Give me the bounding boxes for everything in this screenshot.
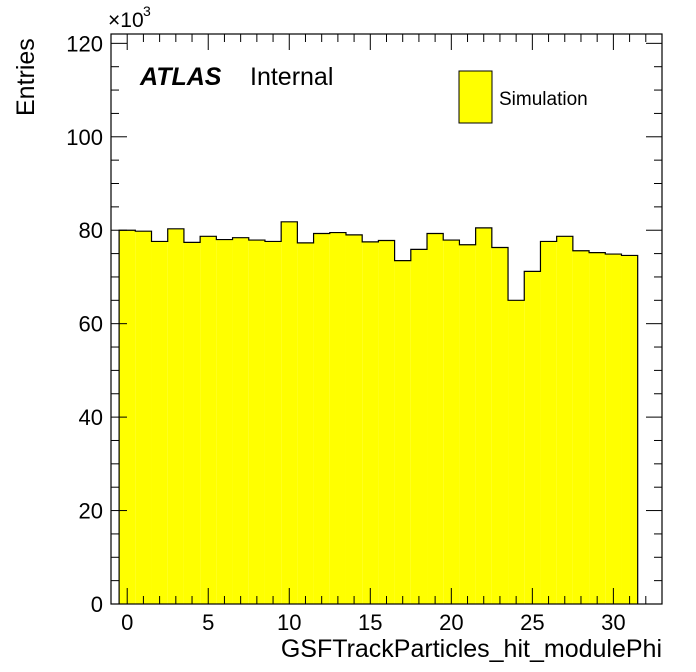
histogram-bar [200, 236, 217, 604]
internal-text: Internal [250, 63, 333, 91]
histogram-bar [248, 240, 265, 604]
histogram-outline [118, 221, 639, 604]
y-tick-label: 40 [79, 405, 103, 430]
histogram-bar [394, 260, 411, 604]
histogram-bar [475, 227, 492, 605]
histogram-bar [378, 240, 395, 605]
histogram-bar [362, 241, 379, 604]
legend: Simulation [458, 70, 588, 124]
histogram-bar [459, 244, 476, 604]
histogram-bar [313, 233, 330, 604]
y-tick-label: 20 [79, 499, 103, 524]
histogram-bar [297, 242, 314, 604]
x-tick-label: 10 [277, 610, 301, 635]
x-tick-label: 20 [439, 610, 463, 635]
histogram-bar [605, 254, 622, 604]
atlas-text: ATLAS [139, 63, 222, 91]
histogram-bar [621, 255, 638, 604]
histogram-bar [167, 228, 184, 604]
axis-ticks [110, 34, 663, 605]
histogram-bar [556, 236, 573, 604]
x-tick-label: 15 [358, 610, 382, 635]
histogram-bar [135, 231, 152, 604]
x-tick-label: 5 [202, 610, 214, 635]
y-multiplier: ×10 3 [108, 3, 151, 32]
histogram-bar [281, 221, 298, 604]
histogram-layer [118, 221, 639, 605]
y-tick-label: 0 [91, 592, 103, 617]
histogram-bar [216, 239, 233, 604]
y-tick-label: 100 [66, 125, 103, 150]
histogram-bar [410, 249, 428, 604]
y-tick-label: 60 [79, 312, 103, 337]
tick-labels: 0 5 10 15 20 25 30 0 20 40 60 80 100 120 [66, 31, 625, 635]
histogram-bar [264, 241, 282, 604]
histogram-bar [427, 233, 444, 604]
y-multiplier-exponent: 3 [143, 3, 151, 19]
histogram-bar [524, 271, 541, 604]
histogram-bar [491, 247, 509, 604]
histogram-bar [443, 240, 460, 604]
histogram-bar [572, 250, 590, 605]
histogram-bar [151, 241, 168, 604]
histogram-bar [183, 242, 201, 604]
histogram-bar [345, 234, 363, 604]
histogram-bar [329, 232, 346, 605]
legend-label-simulation: Simulation [499, 89, 588, 110]
y-multiplier-text: ×10 [108, 9, 144, 32]
histogram-bar [232, 237, 249, 604]
histogram-bar [589, 252, 606, 604]
y-axis-title: Entries [12, 38, 40, 116]
x-tick-label: 0 [121, 610, 133, 635]
legend-swatch-simulation [458, 70, 493, 124]
x-axis-title: GSFTrackParticles_hit_modulePhi [281, 635, 662, 663]
atlas-label: ATLAS Internal [139, 63, 333, 91]
y-tick-label: 80 [79, 218, 103, 243]
histogram-bar [540, 241, 557, 604]
y-tick-label: 120 [66, 31, 103, 56]
histogram-bar [508, 300, 525, 604]
x-tick-label: 25 [520, 610, 544, 635]
x-tick-label: 30 [601, 610, 625, 635]
